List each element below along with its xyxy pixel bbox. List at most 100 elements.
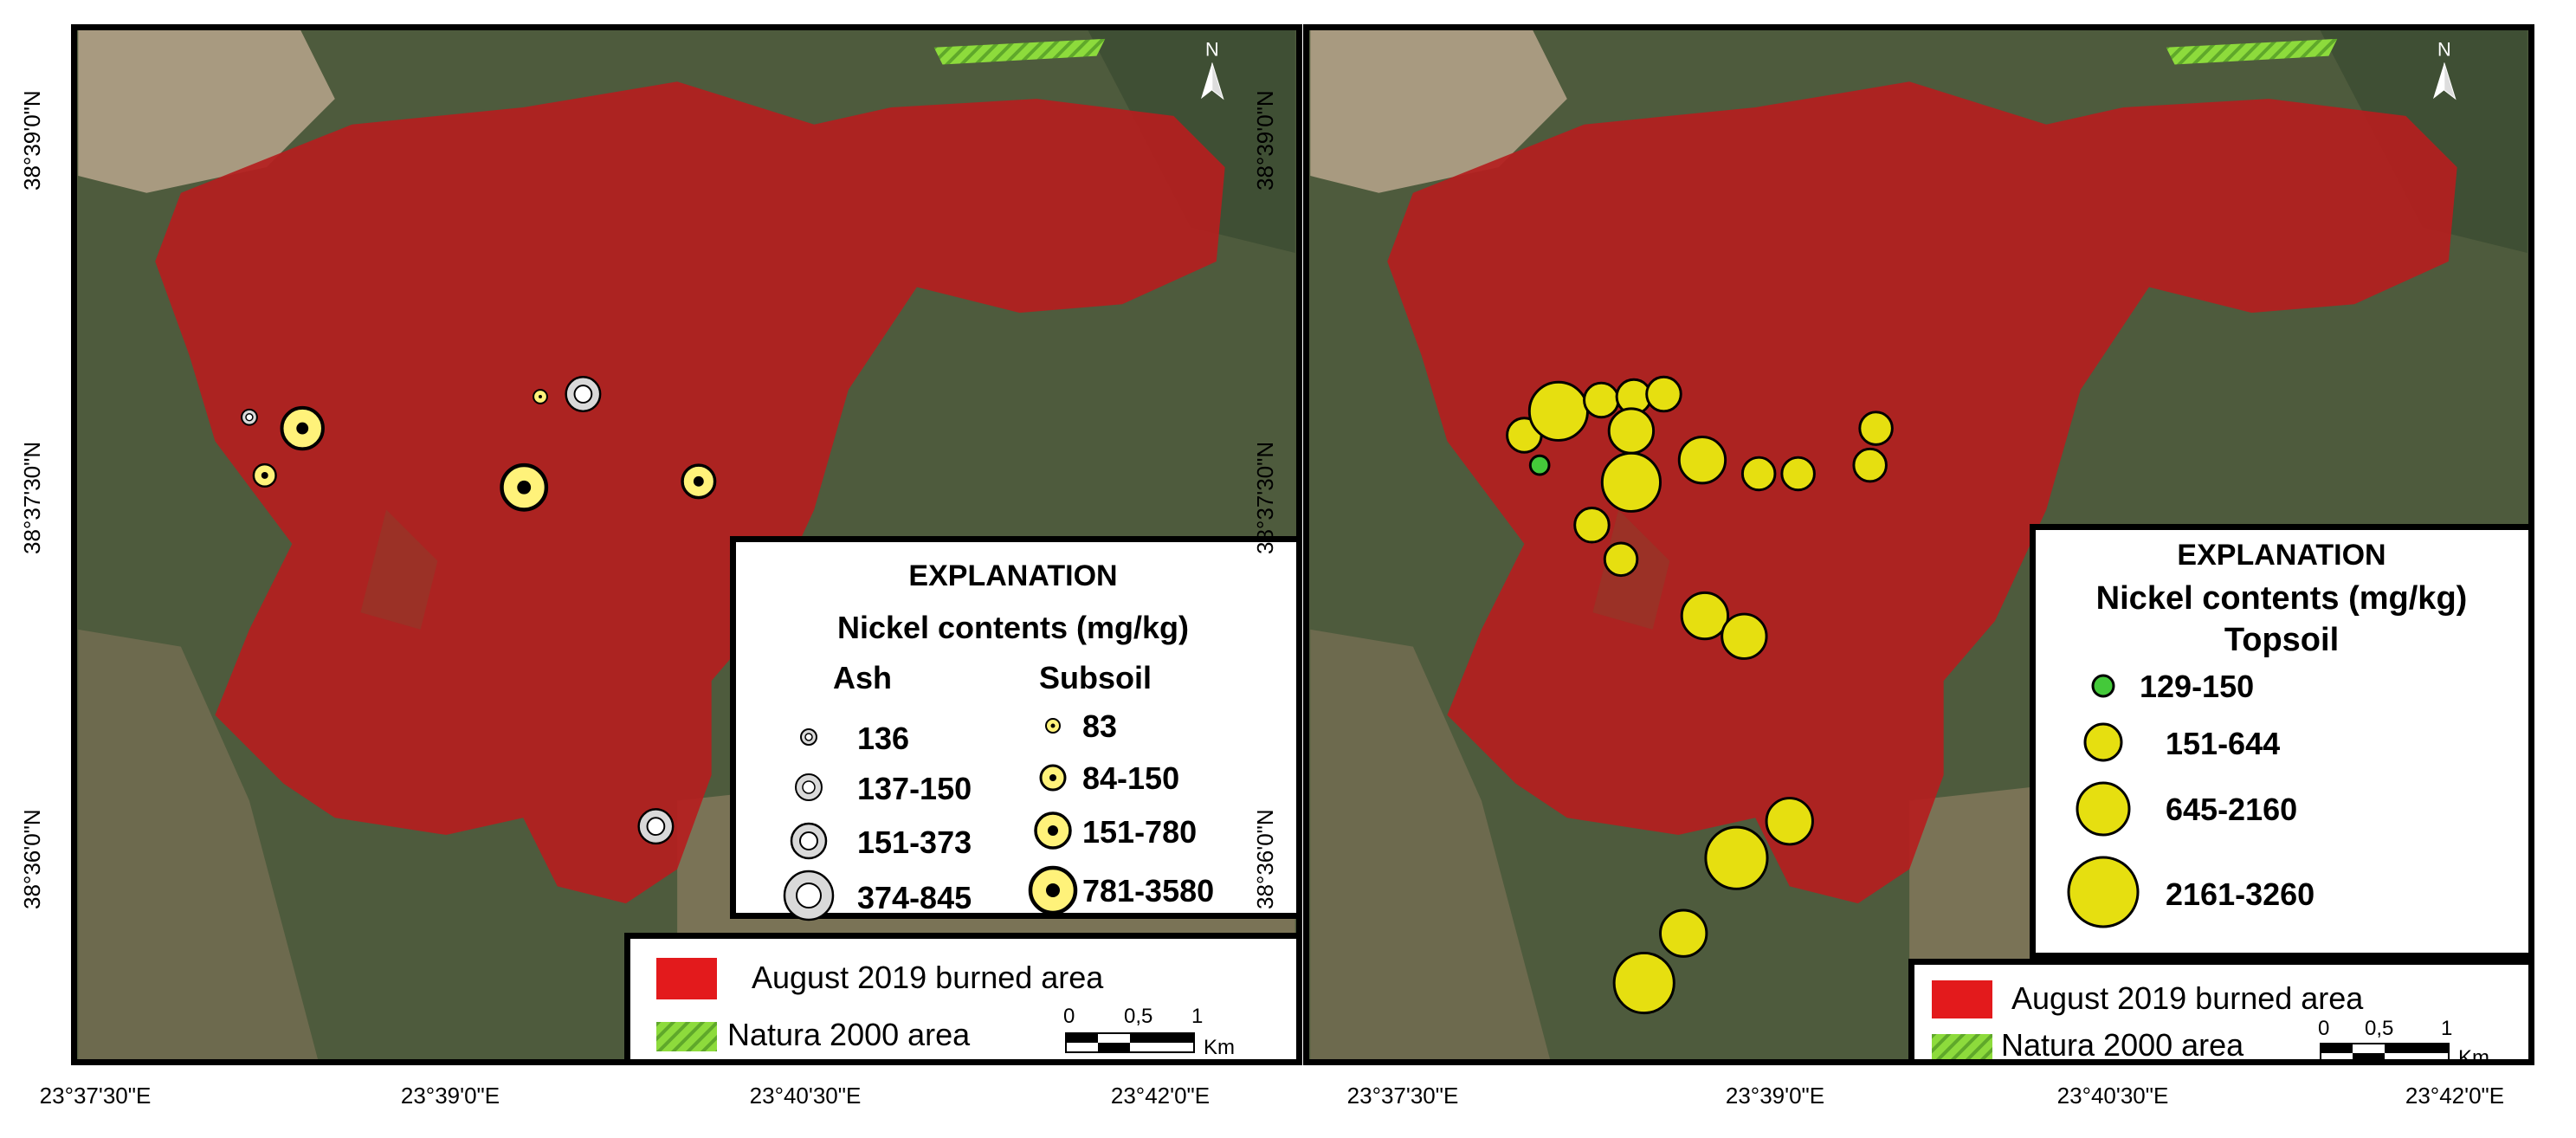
- subsoil-legend-symbol: [1034, 811, 1072, 850]
- topsoil-legend-symbol: [2083, 722, 2123, 762]
- scale-tick-label: 0,5: [1124, 1005, 1153, 1028]
- topsoil-point: [1645, 375, 1682, 413]
- left-map-panel[interactable]: N: [71, 24, 1302, 1065]
- ash-legend-symbol: [800, 728, 817, 746]
- explanation-subtitle: Nickel contents (mg/kg): [836, 610, 1190, 645]
- scale-unit: Km: [2458, 1046, 2489, 1065]
- legend-symbols: [783, 718, 1078, 921]
- farmland-patch: [78, 629, 319, 1059]
- subsoil-class-label: 781-3580: [1082, 873, 1215, 908]
- natura-area-swatch: [1932, 1034, 1992, 1059]
- ash-class-label: 374-845: [857, 880, 972, 915]
- topsoil-point: [1858, 411, 1894, 446]
- subsoil-class-label: 83: [1082, 708, 1118, 744]
- right-explanation-box: EXPLANATION Nickel contents (mg/kg) Tops…: [2030, 524, 2528, 959]
- topsoil-point: [1740, 456, 1777, 492]
- topsoil-point: [1600, 451, 1662, 513]
- ash-class-label: 136: [857, 721, 910, 756]
- right-lon-label: 23°40'30"E: [2056, 1083, 2169, 1109]
- ash-point: [565, 376, 602, 413]
- subsoil-legend-symbol: [1039, 764, 1067, 792]
- topsoil-point: [1659, 908, 1708, 958]
- ash-point: [241, 408, 258, 426]
- right-lon-label: 23°42'0"E: [2405, 1083, 2505, 1109]
- topsoil-point: [1573, 507, 1611, 544]
- legend-symbols: [2067, 674, 2140, 928]
- topsoil-legend-symbol: [2067, 856, 2140, 928]
- explanation-subtitle: Nickel contents (mg/kg): [2095, 580, 2468, 617]
- subsoil-legend-symbol: [1045, 718, 1061, 734]
- scale-tick-label: 1: [1191, 1005, 1204, 1028]
- ash-class-label: 137-150: [857, 771, 972, 806]
- burned-area: [1387, 81, 2457, 904]
- scale-bar: [1065, 1032, 1195, 1053]
- left-lon-label: 23°37'30"E: [39, 1083, 152, 1109]
- ash-sample-points: [241, 376, 675, 845]
- ash-legend-symbol: [783, 870, 835, 921]
- bare-ground-patch: [1310, 30, 1567, 193]
- subsoil-class-label: 151-780: [1082, 814, 1198, 850]
- topsoil-point: [1721, 612, 1768, 660]
- natura-2000-area: [933, 38, 1106, 65]
- scale-tick-label: 0,5: [2365, 1017, 2394, 1040]
- subsoil-point: [681, 463, 717, 500]
- topsoil-legend-symbol: [2076, 781, 2131, 837]
- topsoil-legend-symbol: [2091, 674, 2115, 698]
- topsoil-point: [1607, 407, 1656, 455]
- right-area-legend: August 2019 burned area Natura 2000 area…: [1908, 959, 2528, 1065]
- unburned-patch: [360, 509, 438, 630]
- left-lon-label: 23°39'0"E: [400, 1083, 500, 1109]
- topsoil-class-label: 151-644: [2166, 726, 2281, 761]
- topsoil-sample-points: [1506, 375, 1894, 1015]
- left-lat-label: 38°39'0"N: [19, 90, 45, 191]
- left-lat-label: 38°36'0"N: [19, 809, 45, 909]
- ash-class-label: 151-373: [857, 824, 972, 860]
- scale-unit: Km: [1204, 1036, 1235, 1059]
- left-lon-label: 23°40'30"E: [749, 1083, 862, 1109]
- burned-area-label: August 2019 burned area: [752, 960, 1104, 995]
- natura-area-swatch: [656, 1022, 717, 1051]
- topsoil-point: [1527, 380, 1589, 442]
- topsoil-class-label: 129-150: [2140, 669, 2255, 704]
- subsoil-point: [280, 405, 325, 451]
- bare-ground-patch: [78, 30, 335, 193]
- topsoil-point: [1603, 541, 1639, 578]
- left-lon-label: 23°42'0"E: [1110, 1083, 1211, 1109]
- topsoil-point: [1583, 381, 1620, 419]
- topsoil-point: [1852, 447, 1888, 483]
- right-map-panel[interactable]: N EXPLANATION Nicke: [1303, 24, 2534, 1065]
- right-lon-label: 23°37'30"E: [1346, 1083, 1459, 1109]
- topsoil-point: [1680, 591, 1730, 641]
- left-lat-label: 38°37'30"N: [19, 441, 45, 554]
- ash-column-header: Ash: [833, 660, 893, 695]
- topsoil-class-label: 2161-3260: [2166, 876, 2315, 912]
- subsoil-point: [500, 462, 549, 512]
- left-area-legend: August 2019 burned area Natura 2000 area…: [624, 933, 1296, 1059]
- topsoil-point: [1612, 951, 1675, 1015]
- topsoil-header: Topsoil: [2224, 622, 2340, 658]
- scale-tick-label: 0: [2318, 1017, 2330, 1040]
- left-explanation-box: EXPLANATION Nickel contents (mg/kg) Ash …: [730, 536, 1296, 921]
- subsoil-class-label: 84-150: [1082, 760, 1180, 796]
- ash-legend-symbol: [795, 773, 823, 801]
- right-lat-label: 38°39'0"N: [1252, 90, 1278, 191]
- ash-legend-symbol: [790, 822, 828, 860]
- scale-tick-label: 1: [2441, 1017, 2453, 1040]
- subsoil-point: [252, 462, 277, 488]
- farmland-patch: [1310, 629, 1551, 1059]
- right-lon-label: 23°39'0"E: [1725, 1083, 1825, 1109]
- topsoil-class-label: 645-2160: [2166, 792, 2298, 827]
- subsoil-legend-symbol: [1028, 865, 1078, 915]
- topsoil-point: [1780, 456, 1816, 492]
- right-lat-label: 38°36'0"N: [1252, 809, 1278, 909]
- ash-point: [637, 808, 675, 845]
- north-label: N: [1205, 39, 1219, 61]
- explanation-title: EXPLANATION: [2177, 539, 2386, 572]
- subsoil-point: [533, 389, 548, 404]
- burned-area-swatch: [1932, 980, 1992, 1018]
- burned-area-swatch: [656, 958, 717, 999]
- scale-bar: [2320, 1043, 2450, 1059]
- natura-area-label: Natura 2000 area: [2001, 1027, 2244, 1063]
- explanation-title: EXPLANATION: [908, 559, 1118, 592]
- natura-area-label: Natura 2000 area: [727, 1017, 971, 1052]
